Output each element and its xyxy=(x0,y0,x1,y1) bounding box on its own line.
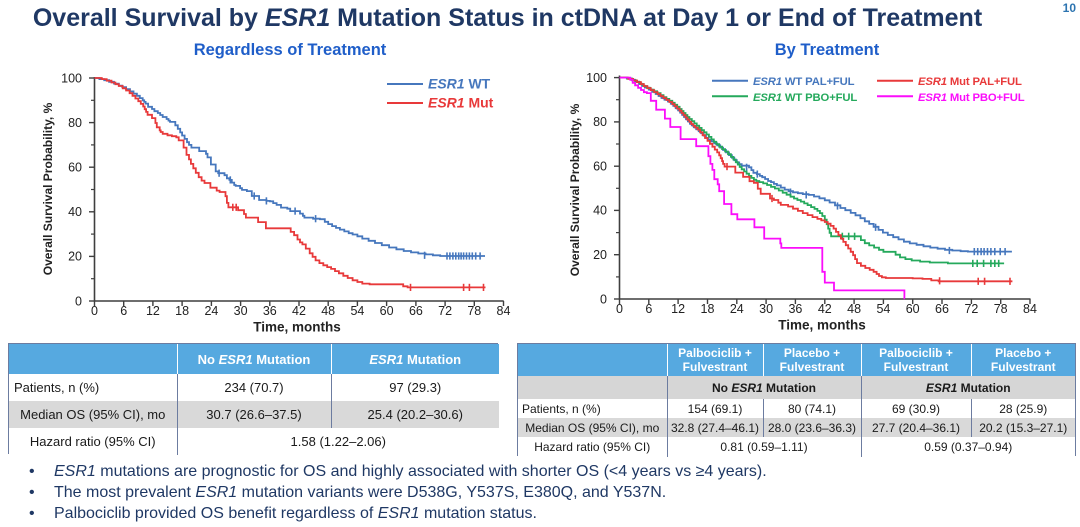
svg-text:40: 40 xyxy=(68,205,82,219)
svg-text:80: 80 xyxy=(68,116,82,130)
svg-text:ESR1 WT: ESR1 WT xyxy=(428,76,491,92)
svg-text:100: 100 xyxy=(61,71,82,85)
svg-text:42: 42 xyxy=(818,302,832,316)
svg-text:78: 78 xyxy=(467,304,481,318)
svg-text:40: 40 xyxy=(593,204,607,218)
svg-text:Overall Survival Probability,: Overall Survival Probability, % xyxy=(41,102,55,275)
svg-text:Time, months: Time, months xyxy=(253,320,341,335)
svg-text:54: 54 xyxy=(350,304,364,318)
svg-text:ESR1 Mut: ESR1 Mut xyxy=(428,95,494,111)
svg-text:12: 12 xyxy=(146,304,160,318)
svg-text:60: 60 xyxy=(380,304,394,318)
svg-text:60: 60 xyxy=(593,160,607,174)
svg-text:36: 36 xyxy=(263,304,277,318)
svg-text:Overall Survival Probability,: Overall Survival Probability, % xyxy=(568,103,582,276)
svg-text:6: 6 xyxy=(120,304,127,318)
svg-text:66: 66 xyxy=(409,304,423,318)
svg-text:18: 18 xyxy=(175,304,189,318)
svg-text:42: 42 xyxy=(292,304,306,318)
svg-text:ESR1 Mut PAL+FUL: ESR1 Mut PAL+FUL xyxy=(918,76,1022,88)
svg-text:ESR1 Mut PBO+FUL: ESR1 Mut PBO+FUL xyxy=(918,92,1025,104)
svg-text:24: 24 xyxy=(204,304,218,318)
svg-text:54: 54 xyxy=(876,302,890,316)
svg-text:6: 6 xyxy=(645,302,652,316)
svg-text:60: 60 xyxy=(906,302,920,316)
svg-text:84: 84 xyxy=(497,304,511,318)
svg-text:0: 0 xyxy=(75,294,82,308)
svg-text:72: 72 xyxy=(964,302,978,316)
svg-text:30: 30 xyxy=(759,302,773,316)
svg-text:80: 80 xyxy=(593,115,607,129)
svg-text:48: 48 xyxy=(321,304,335,318)
svg-text:0: 0 xyxy=(91,304,98,318)
svg-text:Time, months: Time, months xyxy=(778,318,866,333)
svg-text:66: 66 xyxy=(935,302,949,316)
svg-text:48: 48 xyxy=(847,302,861,316)
svg-text:100: 100 xyxy=(586,71,607,85)
svg-text:20: 20 xyxy=(593,248,607,262)
svg-text:24: 24 xyxy=(730,302,744,316)
svg-text:36: 36 xyxy=(788,302,802,316)
svg-text:0: 0 xyxy=(600,292,607,306)
svg-text:84: 84 xyxy=(1023,302,1037,316)
svg-text:30: 30 xyxy=(234,304,248,318)
svg-text:ESR1 WT PBO+FUL: ESR1 WT PBO+FUL xyxy=(753,92,857,104)
svg-text:60: 60 xyxy=(68,161,82,175)
svg-text:0: 0 xyxy=(616,302,623,316)
svg-text:12: 12 xyxy=(671,302,685,316)
svg-text:18: 18 xyxy=(701,302,715,316)
svg-text:72: 72 xyxy=(438,304,452,318)
svg-text:ESR1 WT PAL+FUL: ESR1 WT PAL+FUL xyxy=(753,76,855,88)
svg-text:20: 20 xyxy=(68,250,82,264)
svg-text:78: 78 xyxy=(994,302,1008,316)
